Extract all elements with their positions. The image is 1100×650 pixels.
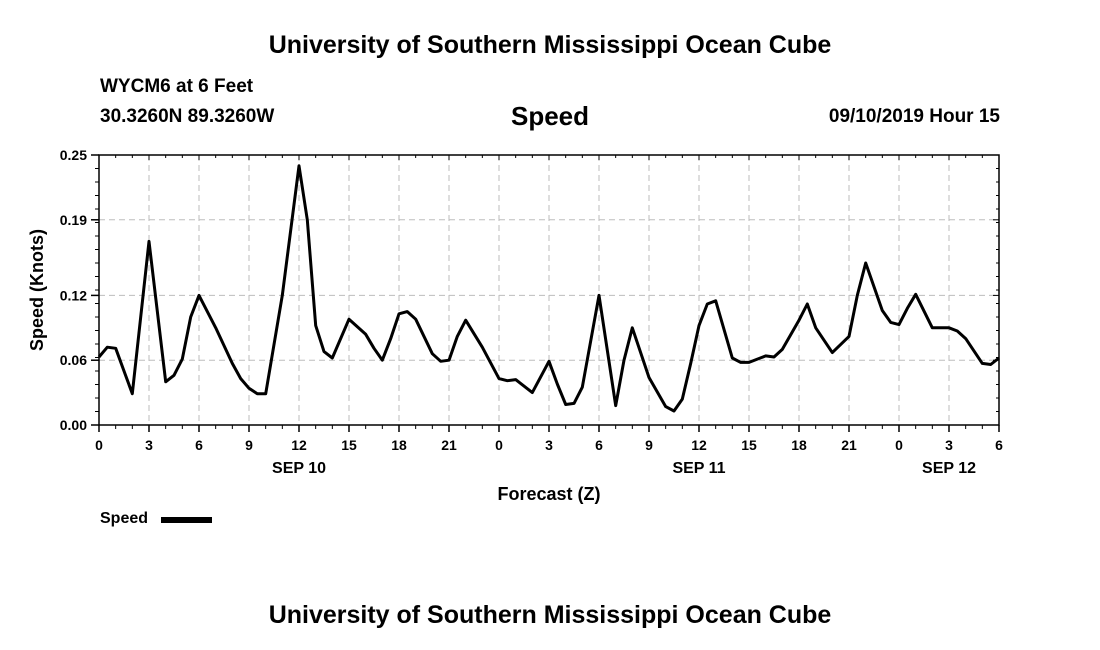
x-tick-label: 15 — [341, 437, 357, 453]
x-tick-label: 0 — [95, 437, 103, 453]
date-label: SEP 12 — [922, 460, 976, 477]
x-tick-label: 9 — [245, 437, 253, 453]
y-tick-labels: 0.00 0.06 0.12 0.19 0.25 — [60, 147, 87, 433]
tick-layer — [91, 154, 1000, 432]
x-tick-label: 6 — [995, 437, 1003, 453]
x-tick-label: 0 — [495, 437, 503, 453]
x-tick-label: 12 — [691, 437, 707, 453]
date-label: SEP 11 — [672, 460, 725, 477]
y-tick-label: 0.25 — [60, 147, 87, 163]
speed-series-line — [97, 164, 1000, 413]
grid-layer — [99, 155, 999, 425]
station-label: WYCM6 at 6 Feet — [100, 76, 254, 97]
date-labels: SEP 10 SEP 11 SEP 12 — [272, 460, 976, 477]
x-tick-label: 12 — [291, 437, 307, 453]
coordinates-label: 30.3260N 89.3260W — [100, 106, 275, 127]
x-tick-labels: 0 3 6 9 12 15 18 21 0 3 6 9 12 15 18 21 0 3 6 — [95, 437, 1003, 453]
y-tick-label: 0.06 — [60, 352, 87, 368]
y-tick-label: 0.12 — [60, 287, 87, 303]
y-tick-label: 0.00 — [60, 417, 87, 433]
x-tick-label: 21 — [441, 437, 457, 453]
x-axis-label: Forecast (Z) — [497, 484, 600, 504]
x-tick-label: 18 — [791, 437, 807, 453]
date-label: SEP 10 — [272, 460, 326, 477]
y-axis-label: Speed (Knots) — [27, 229, 47, 351]
x-tick-label: 9 — [645, 437, 653, 453]
top-title: University of Southern Mississippi Ocean… — [268, 31, 832, 59]
x-tick-label: 15 — [741, 437, 757, 453]
legend-label: Speed — [100, 510, 149, 527]
x-tick-label: 18 — [391, 437, 407, 453]
bottom-title: University of Southern Mississippi Ocean… — [268, 601, 832, 629]
legend-swatch — [161, 517, 212, 523]
x-tick-label: 21 — [841, 437, 857, 453]
chart-title: Speed — [510, 101, 590, 131]
x-tick-label: 0 — [895, 437, 903, 453]
y-tick-label: 0.19 — [60, 212, 87, 228]
x-tick-label: 6 — [595, 437, 603, 453]
x-tick-label: 3 — [945, 437, 953, 453]
speed-chart: 0.00 0.06 0.12 0.19 0.25 0 3 6 9 12 15 18 21 0 3 6 9 12 1… — [27, 147, 1003, 504]
x-tick-label: 6 — [195, 437, 203, 453]
x-tick-label: 3 — [145, 437, 153, 453]
x-tick-label: 3 — [545, 437, 553, 453]
datetime-label: 09/10/2019 Hour 15 — [828, 106, 1000, 127]
